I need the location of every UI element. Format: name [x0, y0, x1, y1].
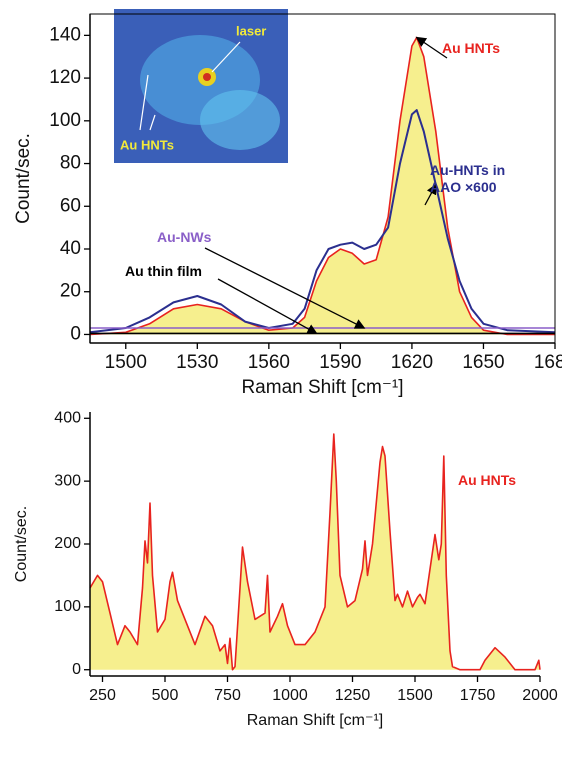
y-tick-label: 20 — [60, 281, 81, 302]
inset-glow — [200, 90, 280, 150]
area — [90, 37, 555, 335]
y-tick-label: 140 — [49, 24, 81, 45]
line — [89, 433, 541, 671]
x-tick-label: 750 — [214, 687, 241, 704]
y-tick-label: 300 — [54, 472, 81, 489]
y-tick-label: 120 — [49, 67, 81, 88]
y-tick-label: 400 — [54, 410, 81, 427]
y-tick-label: 80 — [60, 153, 81, 174]
x-tick-label: 1650 — [462, 352, 504, 373]
area — [90, 434, 540, 670]
y-tick-label: 40 — [60, 238, 81, 259]
x-axis-title: Raman Shift [cm⁻¹] — [241, 377, 403, 398]
inset-arrow — [139, 74, 149, 131]
series-label: Au-NWs — [157, 229, 212, 245]
x-tick-label: 250 — [89, 687, 116, 704]
x-tick-label: 1620 — [391, 352, 433, 373]
series-label: Au-HNTs in AAO ×600 — [430, 162, 506, 195]
line — [89, 109, 556, 334]
inset-laser-core — [203, 73, 211, 81]
x-tick-label: 1000 — [272, 687, 308, 704]
y-tick-label: 100 — [49, 110, 81, 131]
y-tick-label: 60 — [60, 195, 81, 216]
inset-label: Au HNTs — [120, 137, 174, 152]
annotation-arrow — [204, 247, 366, 329]
y-tick-label: 200 — [54, 535, 81, 552]
inset-arrow — [149, 114, 156, 131]
x-tick-label: 1530 — [176, 352, 218, 373]
x-tick-label: 1560 — [248, 352, 290, 373]
series-label: Au HNTs — [458, 472, 517, 488]
x-tick-label: 1590 — [319, 352, 361, 373]
inset-label: laser — [236, 23, 266, 38]
x-tick-label: 1500 — [397, 687, 433, 704]
annotation-arrow — [217, 278, 318, 335]
y-axis-title: Count/sec. — [13, 506, 30, 582]
y-tick-label: 0 — [70, 323, 81, 344]
x-tick-label: 1500 — [105, 352, 147, 373]
x-axis-title: Raman Shift [cm⁻¹] — [247, 712, 383, 729]
annotation-arrow — [424, 183, 437, 206]
y-tick-label: 0 — [72, 661, 81, 678]
inset-arrow — [211, 41, 241, 73]
x-tick-label: 2000 — [522, 687, 558, 704]
x-tick-label: 500 — [152, 687, 179, 704]
y-axis-title: Count/sec. — [13, 133, 34, 224]
y-tick-label: 100 — [54, 598, 81, 615]
series-label: Au thin film — [125, 263, 202, 279]
x-tick-label: 1250 — [335, 687, 371, 704]
series-label: Au HNTs — [442, 40, 501, 56]
x-tick-label: 1750 — [460, 687, 496, 704]
annotation-arrow — [415, 36, 448, 59]
